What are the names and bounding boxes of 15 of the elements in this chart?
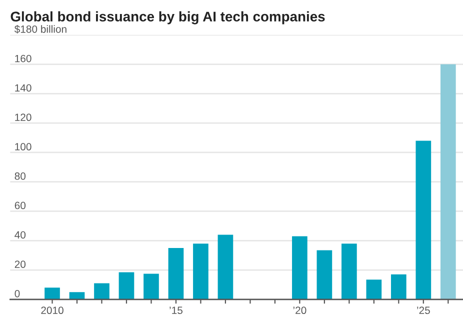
y-tick-label: 80	[14, 172, 26, 180]
x-tick-label: ’25	[417, 306, 430, 314]
y-tick-label: 140	[15, 84, 32, 92]
y-tick-label: 120	[15, 114, 32, 122]
y-tick-label: $180 billion	[14, 25, 66, 34]
y-tick-label: 20	[14, 260, 26, 268]
chart-title: Global bond issuance by big AI tech companies	[10, 11, 325, 24]
y-tick-label: 60	[14, 202, 26, 210]
x-tick-label: 2010	[41, 306, 64, 314]
y-tick-label: 40	[14, 231, 26, 239]
y-tick-label: 0	[14, 290, 20, 298]
y-tick-label: 160	[15, 54, 32, 62]
x-tick-label: ’15	[170, 306, 182, 314]
y-tick-label: 100	[15, 143, 32, 150]
x-tick-label: ’20	[293, 306, 306, 314]
